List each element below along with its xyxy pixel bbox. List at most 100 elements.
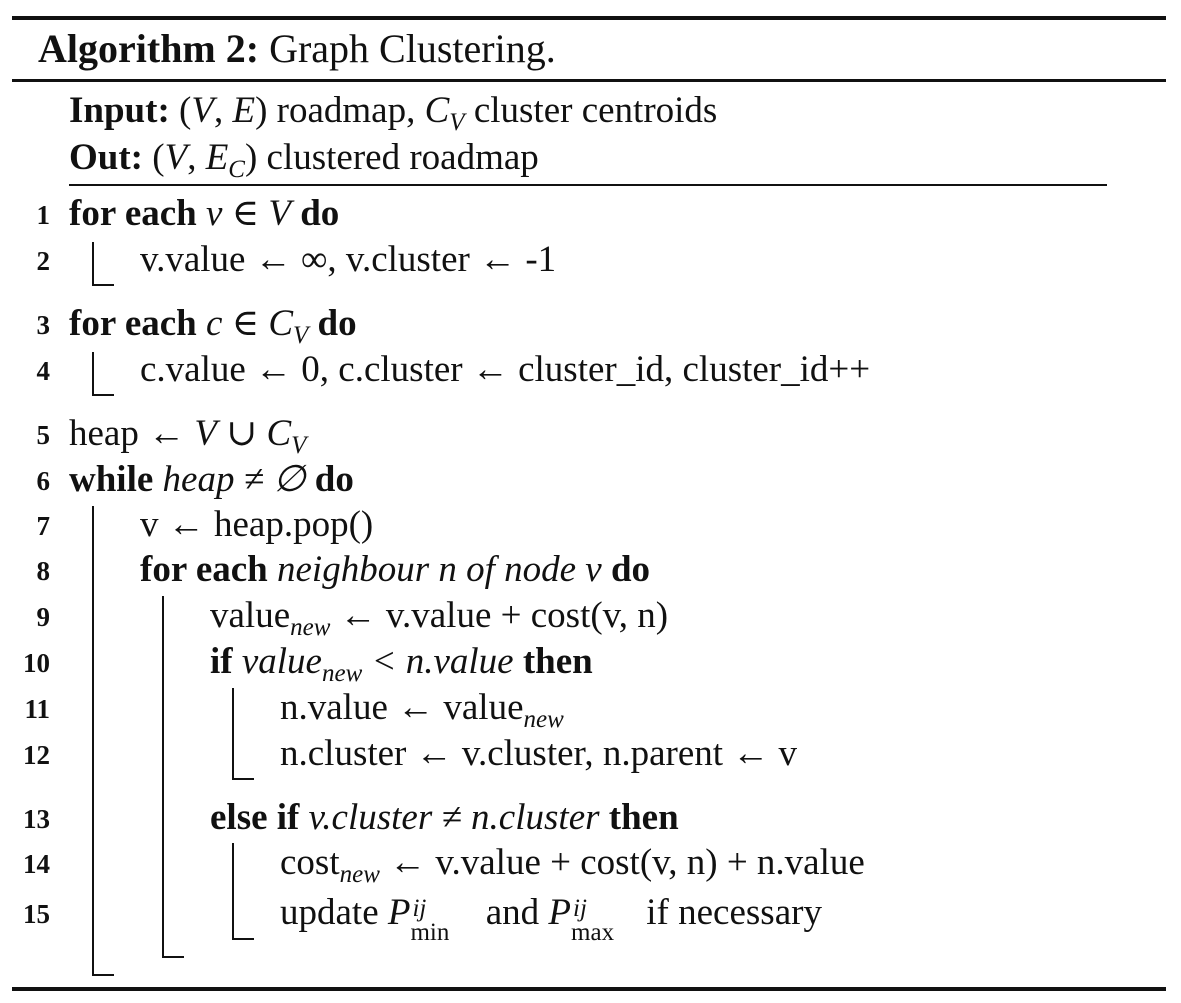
- code-line-11: n.value ← valuenew: [280, 685, 564, 733]
- algorithm-title: Algorithm 2: Graph Clustering.: [38, 20, 556, 78]
- p-max-superscript: ij: [573, 895, 587, 922]
- block-end-if: [232, 778, 254, 780]
- input-edge-set: E: [232, 90, 256, 131]
- value-text: value: [210, 595, 291, 636]
- line-number-4: 4: [36, 356, 51, 386]
- line-number-9: 9: [36, 602, 51, 632]
- algorithm-name: Graph Clustering.: [269, 26, 556, 71]
- top-rule: [12, 16, 1166, 20]
- new-subscript: new: [339, 861, 380, 888]
- input-centroid-subscript: V: [449, 109, 465, 136]
- keyword-do: do: [317, 303, 357, 344]
- input-line: Input: (V, E) roadmap, CV cluster centro…: [69, 88, 718, 136]
- keyword-while: while: [69, 459, 154, 500]
- line-number-11: 11: [24, 694, 50, 724]
- bottom-rule: [12, 987, 1166, 991]
- keyword-for-each: for each: [140, 549, 268, 590]
- block-end-else-if: [232, 938, 254, 940]
- keyword-do: do: [610, 549, 651, 590]
- line-number-14: 14: [23, 849, 50, 879]
- line-number-13: 13: [23, 804, 50, 834]
- assignment-text: ← v.value + cost(v, n): [330, 595, 669, 636]
- code-line-14: costnew ← v.value + cost(v, n) + n.value: [280, 840, 865, 888]
- code-line-9: valuenew ← v.value + cost(v, n): [210, 593, 669, 641]
- code-line-4: c.value ← 0, c.cluster ← cluster_id, clu…: [140, 349, 871, 390]
- centroid-subscript: V: [293, 322, 309, 349]
- block-end-for-neighbour: [162, 956, 184, 958]
- p-max-subscript: max: [571, 919, 615, 946]
- while-condition: heap ≠ ∅: [162, 459, 306, 500]
- output-edge-set: E: [205, 137, 229, 178]
- comparison-text: < n.value: [362, 641, 514, 682]
- line-number-3: 3: [36, 310, 51, 340]
- code-line-3: for each c ∈ CV do: [69, 301, 357, 349]
- input-keyword: Input:: [69, 90, 170, 131]
- p-min-scripts: ij min: [410, 890, 476, 946]
- input-paren-open: (: [179, 90, 192, 131]
- code-line-10: if valuenew < n.value then: [210, 639, 593, 687]
- input-centroid-symbol: C: [424, 90, 450, 131]
- assignment-text: ← v.value + cost(v, n) + n.value: [379, 842, 865, 883]
- line-number-5: 5: [36, 420, 51, 450]
- output-line: Out: (V, EC) clustered roadmap: [69, 135, 539, 183]
- output-edge-subscript: C: [228, 156, 245, 183]
- loop-variable: c: [206, 303, 223, 344]
- new-subscript: new: [290, 614, 331, 641]
- line-number-10: 10: [23, 648, 50, 678]
- output-roadmap-text: ) clustered roadmap: [244, 137, 539, 178]
- new-subscript: new: [321, 660, 363, 687]
- keyword-do: do: [314, 459, 354, 500]
- input-vertex-set: V: [191, 90, 214, 131]
- algorithm-label: Algorithm 2:: [38, 26, 260, 71]
- code-line-5: heap ← V ∪ CV: [69, 411, 306, 458]
- input-comma: ,: [213, 90, 233, 131]
- block-bar-loop-1: [92, 242, 94, 286]
- output-vertex-set: V: [164, 137, 188, 178]
- code-line-7: v ← heap.pop(): [140, 504, 374, 545]
- p-max-scripts: ij max: [571, 890, 637, 946]
- line-number-15: 15: [23, 899, 50, 929]
- output-paren-open: (: [152, 137, 165, 178]
- code-line-13: else if v.cluster ≠ n.cluster then: [210, 795, 679, 841]
- update-text: update: [280, 892, 388, 933]
- line-number-1: 1: [36, 200, 51, 230]
- line-number-8: 8: [36, 556, 51, 586]
- if-necessary-text: if necessary: [637, 892, 822, 933]
- cost-text: cost: [280, 842, 340, 883]
- line-number-7: 7: [36, 511, 51, 541]
- keyword-for-each: for each: [69, 193, 197, 234]
- keyword-else-if: else if: [210, 797, 300, 838]
- block-bar-while: [92, 506, 94, 976]
- code-line-2: v.value ← ∞, v.cluster ← -1: [140, 239, 557, 280]
- block-bar-for-neighbour: [162, 596, 164, 958]
- for-condition: neighbour n of node v: [277, 549, 602, 590]
- union-symbol: ∪: [216, 413, 267, 454]
- keyword-do: do: [300, 193, 340, 234]
- else-if-condition: v.cluster ≠ n.cluster: [308, 797, 600, 838]
- code-line-8: for each neighbour n of node v do: [140, 547, 650, 593]
- header-rule: [12, 79, 1166, 82]
- output-comma: ,: [187, 137, 206, 178]
- assignment-text: n.value ← value: [280, 687, 524, 728]
- p-min-superscript: ij: [412, 895, 427, 922]
- keyword-if: if: [210, 641, 233, 682]
- vertex-set: V: [268, 193, 291, 234]
- p-min-subscript: min: [410, 919, 450, 946]
- input-centroid-text: cluster centroids: [464, 90, 718, 131]
- output-keyword: Out:: [69, 137, 143, 178]
- and-text: and: [476, 892, 549, 933]
- keyword-for-each: for each: [69, 303, 197, 344]
- heap-assign-text: heap ←: [69, 413, 195, 454]
- code-line-12: n.cluster ← v.cluster, n.parent ← v: [280, 733, 798, 774]
- code-line-1: for each v ∈ V do: [69, 191, 339, 237]
- input-roadmap-text: ) roadmap,: [255, 90, 425, 131]
- element-of-symbol: ∈: [222, 193, 269, 234]
- line-number-6: 6: [36, 466, 51, 496]
- centroid-set: C: [268, 303, 294, 344]
- block-bar-else-if: [232, 843, 234, 940]
- centroid-set: C: [266, 413, 292, 454]
- io-separator-rule: [69, 184, 1107, 186]
- block-end-loop-2: [92, 394, 114, 396]
- new-subscript: new: [523, 706, 564, 733]
